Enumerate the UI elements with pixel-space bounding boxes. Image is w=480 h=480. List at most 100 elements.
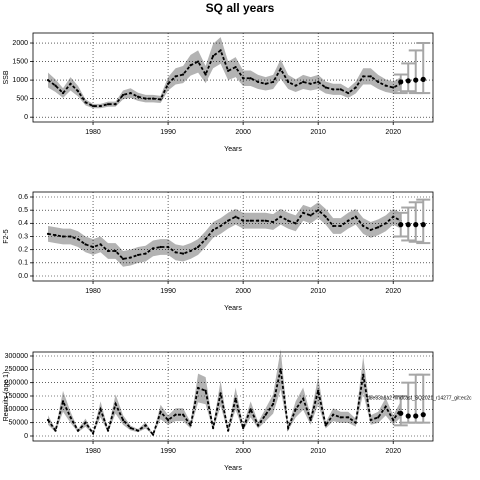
y-axis-label: SSB — [3, 70, 10, 84]
point — [61, 400, 65, 403]
point — [369, 75, 372, 78]
x-tick-label: 2020 — [385, 288, 401, 295]
y-tick-label: 100000 — [5, 406, 28, 413]
point — [159, 245, 162, 249]
point — [317, 389, 320, 392]
projection-point — [398, 222, 404, 228]
point — [264, 219, 267, 222]
y-tick-label: 250000 — [5, 366, 28, 373]
point — [46, 418, 50, 422]
x-tick-label: 1990 — [160, 448, 176, 455]
y-tick-label: 300000 — [5, 353, 28, 360]
point — [317, 209, 320, 212]
point — [106, 429, 110, 432]
x-tick-label: 2020 — [385, 448, 401, 455]
point — [54, 429, 57, 432]
point — [287, 219, 290, 222]
point — [219, 392, 222, 395]
point — [287, 426, 290, 430]
point — [272, 80, 275, 84]
point — [227, 429, 230, 432]
point — [76, 429, 80, 432]
y-tick-label: 200000 — [5, 380, 28, 387]
point — [61, 235, 65, 238]
projection-point — [413, 413, 419, 419]
point — [339, 416, 342, 419]
point — [339, 224, 342, 228]
point — [84, 101, 87, 104]
x-tick-label: 1990 — [160, 288, 176, 295]
point — [174, 251, 177, 254]
x-tick-label: 1980 — [85, 288, 101, 295]
point — [242, 219, 245, 222]
point — [212, 228, 215, 232]
point — [136, 429, 140, 432]
point — [287, 80, 290, 84]
y-tick-label: 2000 — [12, 40, 28, 47]
point — [76, 90, 80, 93]
point — [219, 49, 222, 52]
point — [189, 424, 192, 427]
point — [174, 413, 177, 416]
point — [249, 219, 252, 222]
x-tick-label: 2010 — [310, 448, 326, 455]
point — [166, 82, 170, 85]
point — [166, 245, 170, 249]
y-tick-label: 0 — [24, 114, 28, 121]
point — [257, 80, 260, 84]
y-tick-label: 0.3 — [18, 233, 28, 240]
point — [121, 418, 125, 422]
point — [91, 245, 95, 249]
y-axis-label: F2-5 — [3, 229, 10, 244]
point — [219, 224, 222, 228]
point — [114, 402, 117, 406]
projection-point — [420, 76, 426, 82]
x-tick-label: 1980 — [85, 129, 101, 136]
y-tick-label: 0.0 — [18, 273, 28, 280]
x-tick-label: 1980 — [85, 448, 101, 455]
point — [197, 60, 200, 63]
confidence-band — [48, 349, 401, 436]
point — [54, 234, 57, 237]
point — [234, 66, 237, 69]
point — [324, 86, 327, 89]
point — [212, 426, 215, 430]
point — [302, 397, 305, 400]
point — [242, 77, 245, 80]
y-tick-label: 50000 — [9, 420, 29, 427]
projection-point — [405, 413, 411, 419]
y-tick-label: 1000 — [12, 77, 28, 84]
x-axis-label: Years — [224, 305, 242, 312]
point — [294, 222, 297, 225]
point — [317, 80, 320, 84]
point — [99, 104, 102, 108]
point — [302, 80, 305, 84]
point — [324, 424, 327, 427]
projection-point — [420, 222, 426, 228]
confidence-band — [48, 202, 401, 267]
point — [257, 219, 260, 222]
point — [392, 86, 395, 89]
point — [242, 426, 245, 430]
point — [362, 224, 365, 228]
point — [377, 226, 380, 229]
point — [69, 82, 72, 85]
point — [332, 413, 335, 416]
point — [332, 224, 335, 228]
point — [166, 418, 170, 422]
x-tick-label: 2010 — [310, 288, 326, 295]
chart-title: SQ all years — [206, 1, 275, 15]
y-tick-label: 0.6 — [18, 194, 28, 201]
point — [392, 215, 395, 218]
point — [249, 408, 252, 411]
point — [151, 247, 155, 250]
point — [324, 215, 327, 218]
point — [369, 418, 372, 422]
x-axis-label: Years — [224, 465, 242, 472]
plot-frame — [32, 351, 434, 442]
y-axis-label: Recruits (age 1) — [3, 372, 10, 422]
point — [69, 416, 72, 419]
point — [91, 432, 95, 435]
point — [279, 215, 282, 218]
point — [384, 84, 387, 87]
